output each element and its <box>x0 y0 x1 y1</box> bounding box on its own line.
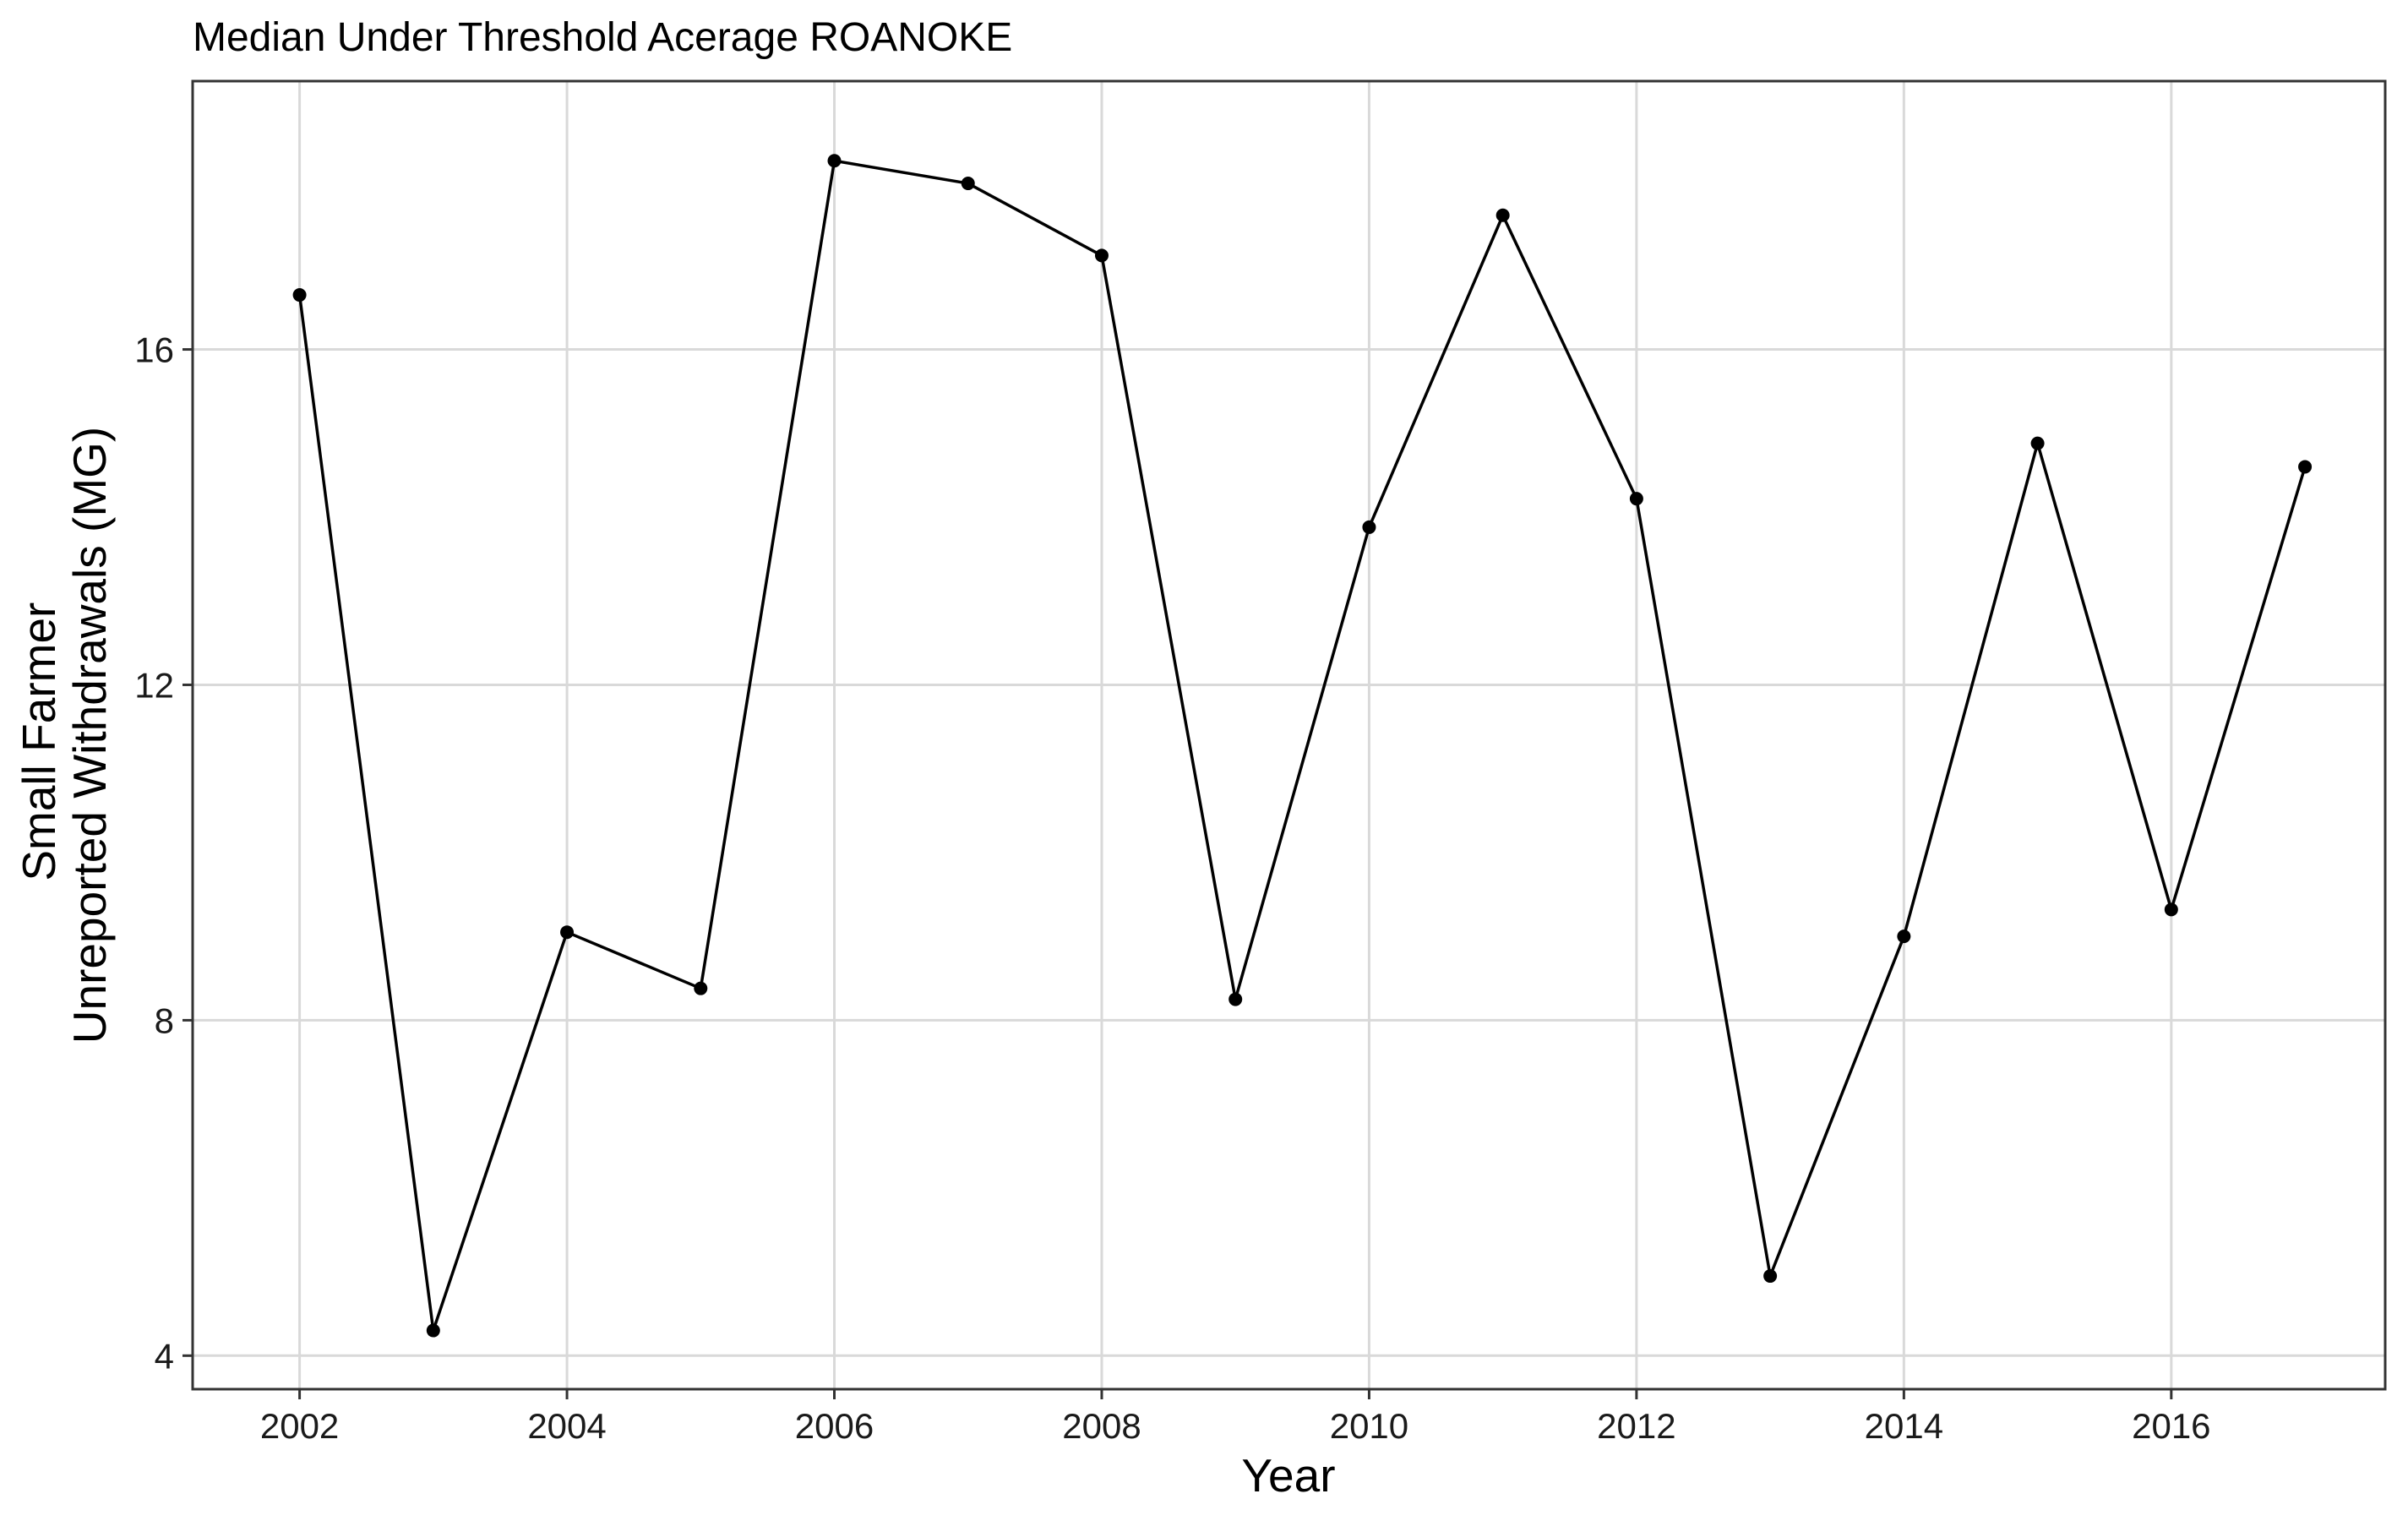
series-line <box>297 159 2307 1332</box>
series-line-layer <box>297 159 2307 1332</box>
data-point <box>1229 992 1243 1006</box>
y-axis: 4 8 12 16 <box>134 330 193 1376</box>
plot-panel <box>191 79 2387 1391</box>
y-tick-label: 12 <box>134 665 174 705</box>
y-tick-label: 4 <box>155 1336 174 1376</box>
data-point <box>2030 436 2045 450</box>
x-tick-label: 2004 <box>527 1406 606 1446</box>
y-axis-title: Small Farmer Unreported Withdrawals (MG) <box>13 427 116 1044</box>
data-point <box>827 154 842 168</box>
y-tick-label: 16 <box>134 330 174 370</box>
data-point <box>961 177 975 191</box>
data-point <box>560 925 575 940</box>
data-point <box>694 981 708 995</box>
x-tick-label: 2008 <box>1062 1406 1141 1446</box>
x-tick-label: 2010 <box>1330 1406 1408 1446</box>
y-axis-title-line-2: Unreported Withdrawals (MG) <box>63 427 116 1044</box>
y-axis-title-line-1: Small Farmer <box>13 602 65 881</box>
y-tick-label: 8 <box>155 1000 174 1040</box>
x-tick-label: 2002 <box>260 1406 339 1446</box>
data-point <box>1094 248 1109 263</box>
chart-title: Median Under Threshold Acerage ROANOKE <box>193 15 1012 60</box>
data-point <box>1629 492 1643 506</box>
data-point <box>1763 1269 1778 1284</box>
data-point <box>426 1323 440 1338</box>
grid <box>193 81 2385 1389</box>
x-tick-label: 2014 <box>1865 1406 1943 1446</box>
x-axis-title: Year <box>1241 1449 1335 1502</box>
data-point <box>1897 930 1911 944</box>
x-tick-label: 2016 <box>2132 1406 2210 1446</box>
data-point <box>292 288 307 303</box>
data-point <box>1495 208 1510 222</box>
x-tick-label: 2006 <box>795 1406 874 1446</box>
data-points <box>292 154 2313 1338</box>
data-point <box>1362 520 1376 534</box>
x-axis: 2002 2004 2006 2008 2010 2012 2014 2016 <box>260 1389 2211 1446</box>
x-tick-label: 2012 <box>1597 1406 1675 1446</box>
data-point <box>2298 460 2313 474</box>
data-point <box>2164 902 2178 917</box>
